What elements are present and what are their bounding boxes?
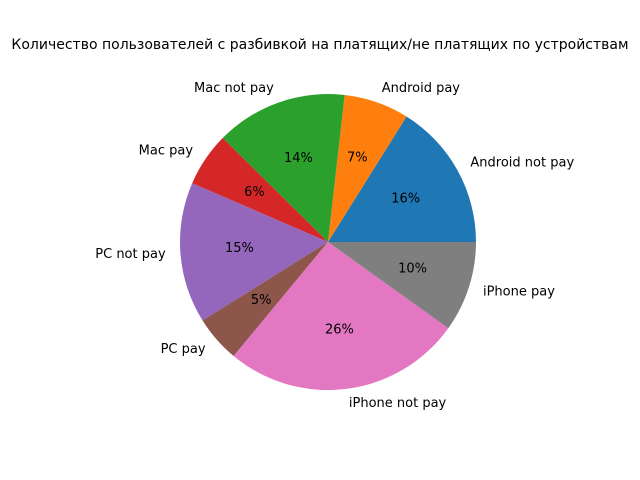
category-label-pc-pay: PC pay <box>161 342 206 357</box>
slice-pc-not-pay <box>179 183 328 321</box>
percent-label-pc-pay: 5% <box>251 293 272 308</box>
chart-title: Количество пользователей с разбивкой на … <box>11 37 628 53</box>
category-label-mac-pay: Mac pay <box>139 143 194 158</box>
percent-label-android-pay: 7% <box>347 151 368 166</box>
category-label-mac-not-pay: Mac not pay <box>194 81 274 96</box>
category-label-android-not-pay: Android not pay <box>470 156 574 171</box>
category-labels: Android not pay Android pay Mac not pay Mac… <box>95 81 574 411</box>
percent-labels: 16% 7% 14% 6% 15% 5% 26% 10% <box>225 151 427 338</box>
slice-iphone-not-pay <box>233 242 449 391</box>
pie-slices <box>179 94 476 391</box>
slice-iphone-pay <box>328 242 476 329</box>
category-label-iphone-not-pay: iPhone not pay <box>349 396 447 411</box>
category-label-iphone-pay: iPhone pay <box>483 284 555 299</box>
percent-label-android-not-pay: 16% <box>391 191 420 206</box>
percent-label-mac-pay: 6% <box>244 185 265 200</box>
slice-mac-not-pay <box>222 94 345 242</box>
percent-label-pc-not-pay: 15% <box>225 241 254 256</box>
percent-label-iphone-not-pay: 26% <box>325 323 354 338</box>
percent-label-mac-not-pay: 14% <box>284 151 313 166</box>
slice-mac-pay <box>192 138 328 242</box>
category-label-pc-not-pay: PC not pay <box>95 247 166 262</box>
slice-android-pay <box>328 94 407 242</box>
category-label-android-pay: Android pay <box>382 81 461 96</box>
percent-label-iphone-pay: 10% <box>398 262 427 277</box>
slice-android-not-pay <box>328 116 476 242</box>
slice-pc-pay <box>202 242 328 357</box>
